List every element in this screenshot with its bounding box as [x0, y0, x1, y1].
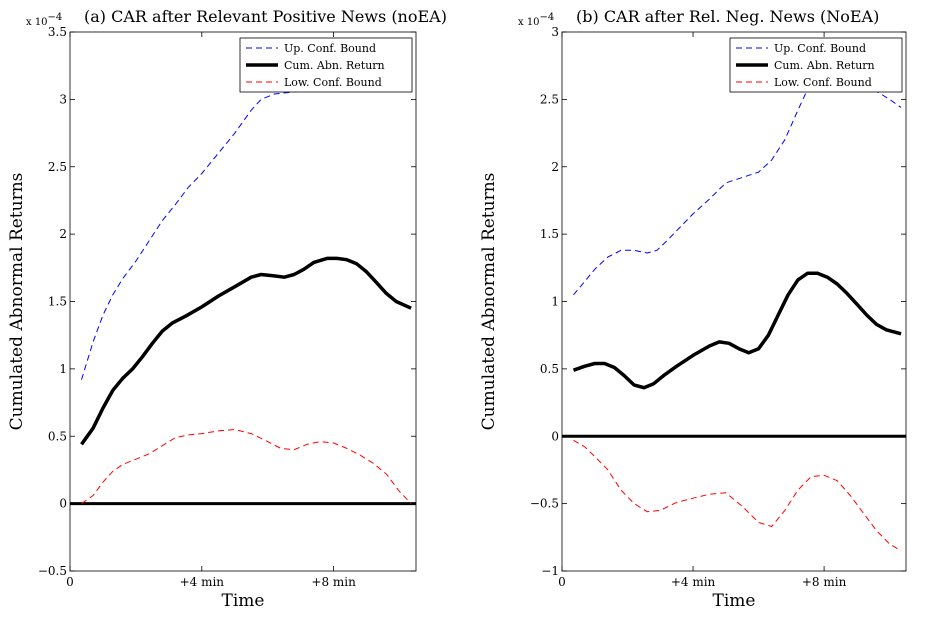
y-axis-label: Cumulated Abnormal Returns [479, 173, 499, 431]
legend-label: Low. Conf. Bound [284, 76, 382, 89]
chart-panel-b: −1 −0.5 0 0.5 1 1.5 2 2.5 3 0 +4 min +8 min x 10−4 (b… [479, 7, 907, 611]
x-tick-label: +8 min [311, 575, 356, 589]
legend: Up. Conf. Bound Cum. Abn. Return Low. Conf… [729, 37, 903, 93]
y-tick-label: −1 [541, 564, 559, 578]
x-tick-label: 0 [66, 575, 74, 589]
legend-label: Up. Conf. Bound [284, 42, 376, 55]
legend-label: Low. Conf. Bound [774, 76, 872, 89]
series-line-low-conf-bound [573, 439, 902, 552]
y-tick-label: 0.5 [48, 429, 67, 443]
y-tick-label: 1 [551, 295, 559, 309]
y-tick-label: 1.5 [48, 295, 67, 309]
y-tick-label: 3 [551, 25, 559, 39]
y-tick-label: 2.5 [540, 92, 559, 106]
legend-label: Cum. Abn. Return [774, 59, 875, 72]
chart-title: (a) CAR after Relevant Positive News (no… [84, 7, 447, 26]
x-axis-label: Time [222, 591, 265, 611]
series-line-up-conf-bound [81, 76, 412, 380]
x-axis-label: Time [713, 591, 756, 611]
exponent-power: −4 [48, 12, 63, 23]
y-tick-label: −0.5 [38, 564, 67, 578]
y-tick-label: 3.5 [48, 25, 67, 39]
chart-title: (b) CAR after Rel. Neg. News (NoEA) [576, 7, 879, 26]
legend-label: Cum. Abn. Return [284, 59, 385, 72]
series-line-up-conf-bound [573, 69, 902, 296]
y-tick-label: 2.5 [48, 160, 67, 174]
y-tick-label: 0 [551, 429, 559, 443]
x-tick-label: 0 [558, 575, 566, 589]
plot-frame [69, 31, 417, 572]
y-tick-label: 3 [59, 92, 67, 106]
series-line-cum-abn-return [572, 271, 902, 390]
legend: Up. Conf. Bound Cum. Abn. Return Low. Conf… [239, 37, 413, 93]
y-tick-label: 2 [551, 160, 559, 174]
y-tick-label: 2 [59, 227, 67, 241]
y-tick-label: 0 [59, 497, 67, 511]
series-line-cum-abn-return [80, 256, 412, 446]
y-tick-label: −0.5 [530, 497, 559, 511]
exponent-label: x 10−4 [518, 12, 554, 28]
x-tick-label: +4 min [180, 575, 225, 589]
exponent-power: −4 [540, 12, 555, 23]
x-tick-label: +8 min [802, 575, 847, 589]
x-tick-label: +4 min [671, 575, 716, 589]
y-axis-label: Cumulated Abnormal Returns [7, 173, 27, 431]
legend-label: Up. Conf. Bound [774, 42, 866, 55]
y-tick-label: 1 [59, 362, 67, 376]
y-tick-label: 1.5 [540, 227, 559, 241]
series-line-low-conf-bound [81, 429, 412, 505]
y-tick-label: 0.5 [540, 362, 559, 376]
